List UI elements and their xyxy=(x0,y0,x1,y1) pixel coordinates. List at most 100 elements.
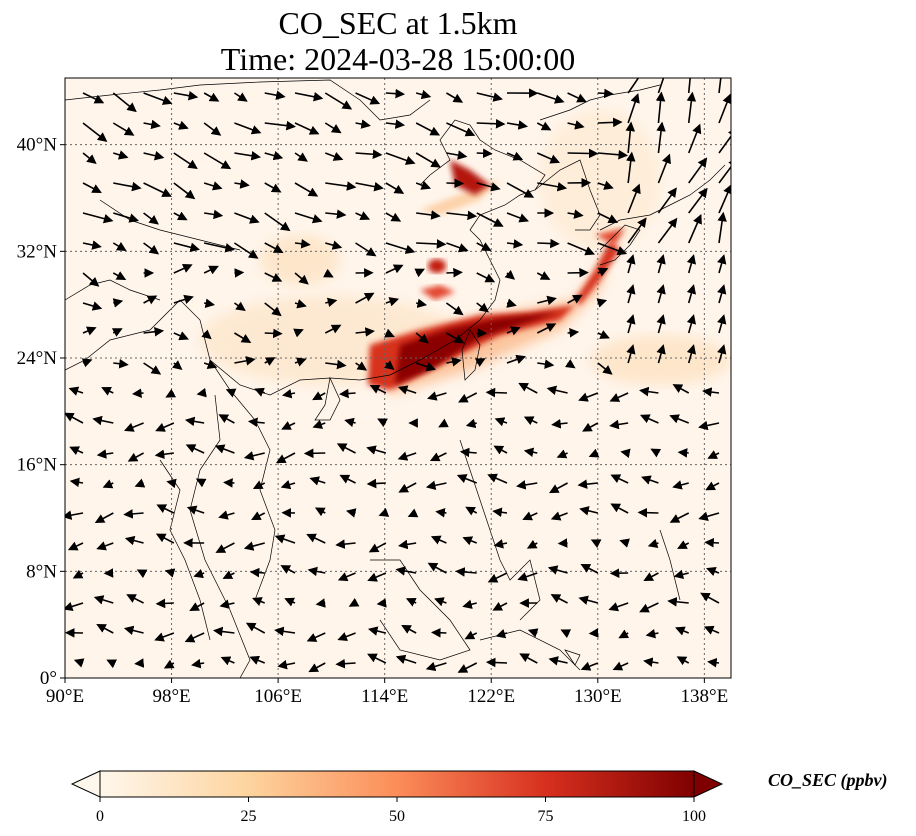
wind-arrow xyxy=(127,452,144,462)
wind-arrow xyxy=(567,328,580,338)
wind-arrow xyxy=(367,572,387,582)
wind-arrow xyxy=(446,122,476,137)
wind-arrow xyxy=(645,628,659,639)
wind-arrow xyxy=(245,622,266,634)
wind-arrow xyxy=(687,214,702,244)
wind-arrow xyxy=(536,152,561,164)
wind-arrow xyxy=(315,598,326,608)
wind-arrow xyxy=(171,360,183,370)
wind-arrow xyxy=(134,478,146,488)
wind-arrow xyxy=(264,182,282,193)
wind-arrow xyxy=(201,329,212,340)
colorbar-bar xyxy=(99,770,695,798)
wind-arrow xyxy=(597,212,619,224)
wind-arrow xyxy=(717,344,727,364)
wind-arrow xyxy=(376,598,387,608)
wind-arrow xyxy=(203,359,218,369)
wind-arrow xyxy=(405,597,417,607)
wind-arrow xyxy=(309,476,326,486)
wind-arrow xyxy=(82,272,100,287)
wind-arrow xyxy=(485,657,508,668)
wind-arrow xyxy=(506,326,521,336)
wind-arrow xyxy=(69,446,84,456)
wind-arrow xyxy=(113,181,142,192)
wind-arrow xyxy=(537,295,557,306)
wind-arrow xyxy=(567,242,595,256)
wind-arrow xyxy=(523,447,538,457)
wind-arrow xyxy=(173,294,194,305)
wind-arrow xyxy=(672,384,690,394)
wind-arrow xyxy=(626,314,636,334)
wind-arrow xyxy=(657,217,678,244)
wind-arrow xyxy=(643,657,659,667)
wind-arrow xyxy=(415,362,437,372)
wind-arrow xyxy=(567,120,585,130)
wind-arrow xyxy=(430,535,447,545)
wind-arrow xyxy=(143,326,165,337)
wind-arrow xyxy=(284,597,296,607)
wind-arrow xyxy=(324,324,342,334)
wind-arrow xyxy=(67,541,84,551)
wind-arrow xyxy=(173,331,189,341)
wind-arrow xyxy=(385,119,406,129)
wind-arrow xyxy=(96,623,114,634)
map-panel xyxy=(65,78,731,678)
wind-arrow xyxy=(656,314,666,334)
wind-arrow xyxy=(518,382,538,394)
wind-arrow xyxy=(656,284,666,304)
wind-arrow xyxy=(355,292,375,304)
wind-arrow xyxy=(415,152,441,168)
wind-arrow xyxy=(717,314,727,334)
wind-arrow xyxy=(325,151,344,161)
wind-arrow xyxy=(476,148,493,159)
wind-arrow xyxy=(620,448,631,459)
wind-arrow xyxy=(92,415,114,426)
wind-arrow xyxy=(312,419,326,429)
wind-arrow xyxy=(234,122,262,135)
wind-arrow xyxy=(65,601,84,612)
wind-arrow xyxy=(656,344,666,364)
wind-arrow xyxy=(415,122,441,136)
wind-arrow xyxy=(476,212,504,227)
wind-arrow xyxy=(686,314,697,334)
wind-arrow xyxy=(68,386,84,396)
wind-arrow xyxy=(588,448,600,458)
wind-arrow xyxy=(184,416,205,427)
wind-arrow xyxy=(337,572,356,582)
wind-arrow xyxy=(395,654,417,664)
wind-arrow xyxy=(294,212,323,224)
wind-arrow xyxy=(627,93,640,124)
wind-arrow xyxy=(431,627,447,638)
wind-arrow xyxy=(618,629,630,639)
wind-arrow xyxy=(196,387,207,398)
wind-arrow xyxy=(626,344,636,364)
wind-arrow xyxy=(415,332,429,344)
colorbar-extend-max xyxy=(693,770,724,798)
wind-arrow xyxy=(700,592,720,604)
lat-tick-label: 16°N xyxy=(17,455,58,476)
wind-arrow xyxy=(537,92,565,104)
wind-arrow xyxy=(627,78,640,94)
wind-arrow xyxy=(234,356,256,366)
wind-arrow xyxy=(312,391,326,401)
wind-arrow xyxy=(667,597,689,607)
wind-arrow xyxy=(173,211,188,221)
wind-arrow xyxy=(123,625,144,636)
wind-arrow xyxy=(401,625,417,634)
wind-arrow xyxy=(112,298,124,308)
wind-arrow xyxy=(619,538,630,548)
wind-arrow xyxy=(214,444,235,454)
wind-arrow xyxy=(367,653,387,664)
wind-arrow xyxy=(686,254,697,274)
colorbar-tick-label: 100 xyxy=(682,808,706,825)
wind-arrow xyxy=(233,92,248,102)
wind-arrow xyxy=(492,507,508,518)
wind-arrow xyxy=(264,242,284,253)
wind-arrow xyxy=(446,357,462,367)
wind-arrow xyxy=(366,478,386,489)
wind-arrow xyxy=(264,150,284,161)
wind-arrow xyxy=(223,478,235,488)
wind-arrow xyxy=(254,387,266,397)
wind-arrow xyxy=(717,254,727,274)
wind-arrow xyxy=(293,328,304,338)
